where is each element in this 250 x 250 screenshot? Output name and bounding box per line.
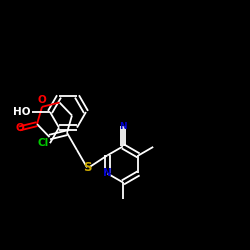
Text: HO: HO [12, 107, 30, 117]
Text: N: N [103, 168, 112, 178]
Text: S: S [83, 161, 91, 174]
Text: Cl: Cl [38, 138, 49, 148]
Text: N: N [119, 122, 127, 131]
Text: O: O [38, 95, 46, 105]
Text: O: O [15, 124, 24, 134]
